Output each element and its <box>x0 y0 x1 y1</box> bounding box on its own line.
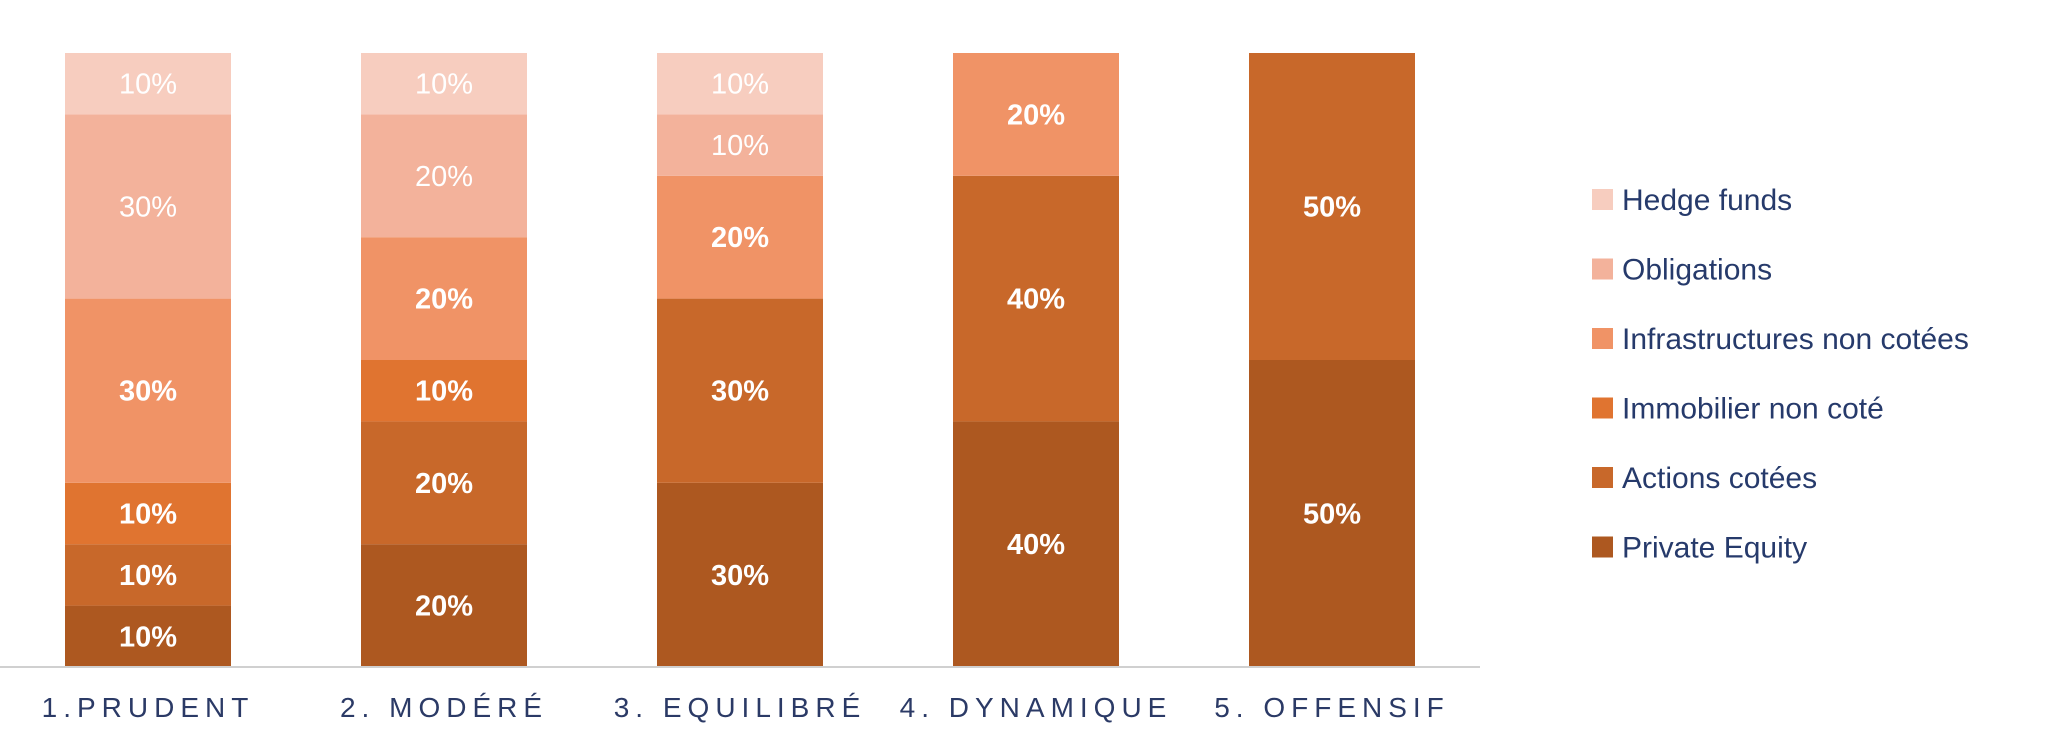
data-label-private-equity-2: 20% <box>415 591 473 623</box>
bar-segment-hedge-funds-3 <box>657 53 823 115</box>
bar-segment-obligations-3 <box>657 114 823 176</box>
data-label-immobilier-non-cote-1: 10% <box>119 499 177 531</box>
bar-segment-private-equity-1 <box>65 605 231 667</box>
bar-segment-actions-cotees-1 <box>65 544 231 606</box>
bar-segment-actions-cotees-2 <box>361 421 527 545</box>
data-label-actions-cotees-3: 30% <box>711 376 769 408</box>
bar-segment-infrastructures-non-cotees-4 <box>953 53 1119 176</box>
data-label-private-equity-3: 30% <box>711 560 769 592</box>
data-label-actions-cotees-2: 20% <box>415 468 473 500</box>
data-label-actions-cotees-4: 40% <box>1007 284 1065 316</box>
bar-segment-infrastructures-non-cotees-3 <box>657 175 823 299</box>
legend-item-obligations: Obligations <box>1592 254 1772 287</box>
bar-segment-actions-cotees-4 <box>953 175 1119 422</box>
category-label-2: 2. MODÉRÉ <box>340 692 548 723</box>
legend-swatch-obligations <box>1592 258 1613 280</box>
data-label-hedge-funds-1: 10% <box>119 69 177 101</box>
legend-item-infrastructures-non-cotees: Infrastructures non cotées <box>1592 323 1969 356</box>
bar-segment-infrastructures-non-cotees-2 <box>361 237 527 360</box>
legend-item-immobilier-non-cote: Immobilier non coté <box>1592 393 1884 426</box>
bar-segment-immobilier-non-cote-2 <box>361 360 527 422</box>
legend-item-hedge-funds: Hedge funds <box>1592 184 1792 217</box>
bar-segment-private-equity-4 <box>953 421 1119 667</box>
category-label-1: 1.PRUDENT <box>42 692 255 723</box>
bar-segment-hedge-funds-1 <box>65 53 231 115</box>
bar-segment-immobilier-non-cote-1 <box>65 482 231 545</box>
category-label-4: 4. DYNAMIQUE <box>900 692 1173 723</box>
data-label-obligations-3: 10% <box>711 130 769 162</box>
bars-layer: 10% 10% 10% 30% 30% 10% 20% 20% 10% 20% 20% 10% 30% 3… <box>65 53 1415 667</box>
data-label-hedge-funds-3: 10% <box>711 69 769 101</box>
bar-segment-private-equity-2 <box>361 544 527 667</box>
data-label-private-equity-5: 50% <box>1303 499 1361 531</box>
data-label-immobilier-non-cote-2: 10% <box>415 376 473 408</box>
data-label-actions-cotees-5: 50% <box>1303 192 1361 224</box>
legend-item-actions-cotees: Actions cotées <box>1592 462 1817 495</box>
data-label-obligations-2: 20% <box>415 161 473 193</box>
data-label-infrastructures-non-cotees-4: 20% <box>1007 99 1065 131</box>
legend-label-hedge-funds: Hedge funds <box>1622 184 1792 217</box>
legend-item-private-equity: Private Equity <box>1592 532 1807 565</box>
data-label-actions-cotees-1: 10% <box>119 560 177 592</box>
bar-segment-obligations-2 <box>361 114 527 238</box>
data-label-obligations-1: 30% <box>119 192 177 224</box>
data-label-private-equity-1: 10% <box>119 621 177 653</box>
legend-swatch-actions-cotees <box>1592 467 1613 488</box>
category-label-5: 5. OFFENSIF <box>1214 692 1450 723</box>
bar-segment-private-equity-3 <box>657 482 823 667</box>
legend-label-actions-cotees: Actions cotées <box>1622 462 1817 495</box>
bar-segment-actions-cotees-3 <box>657 298 823 483</box>
data-label-infrastructures-non-cotees-1: 30% <box>119 376 177 408</box>
legend: Hedge funds Obligations Infrastructures no… <box>1592 184 1969 565</box>
category-label-3: 3. EQUILIBRÉ <box>614 692 867 723</box>
legend-label-infrastructures-non-cotees: Infrastructures non cotées <box>1622 323 1969 356</box>
legend-label-immobilier-non-cote: Immobilier non coté <box>1622 393 1884 426</box>
legend-swatch-private-equity <box>1592 536 1613 558</box>
bar-segment-private-equity-5 <box>1249 360 1415 667</box>
data-label-private-equity-4: 40% <box>1007 529 1065 561</box>
data-label-infrastructures-non-cotees-3: 20% <box>711 222 769 254</box>
bar-segment-actions-cotees-5 <box>1249 53 1415 360</box>
bar-segment-obligations-1 <box>65 114 231 299</box>
legend-label-private-equity: Private Equity <box>1622 532 1807 565</box>
category-labels: 1.PRUDENT 2. MODÉRÉ 3. EQUILIBRÉ 4. DYNAMIQ… <box>42 692 1450 723</box>
legend-swatch-infrastructures-non-cotees <box>1592 328 1613 349</box>
bar-segment-hedge-funds-2 <box>361 53 527 115</box>
legend-swatch-hedge-funds <box>1592 189 1613 210</box>
data-label-infrastructures-non-cotees-2: 20% <box>415 284 473 316</box>
legend-label-obligations: Obligations <box>1622 254 1772 287</box>
data-label-hedge-funds-2: 10% <box>415 69 473 101</box>
legend-swatch-immobilier-non-cote <box>1592 397 1613 419</box>
bar-segment-infrastructures-non-cotees-1 <box>65 298 231 483</box>
